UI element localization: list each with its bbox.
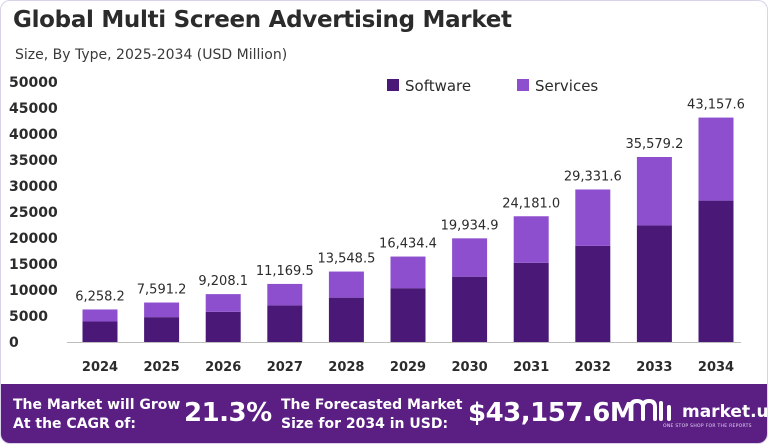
cagr-value: 21.3% xyxy=(184,398,272,428)
x-tick-label: 2027 xyxy=(267,360,303,375)
bar-software xyxy=(513,262,549,342)
bar-services xyxy=(513,216,549,263)
forecast-label-line1: The Forecasted Market xyxy=(281,397,463,413)
bar-software xyxy=(452,276,488,342)
x-tick-label: 2034 xyxy=(698,360,734,375)
bar-total-label: 9,208.1 xyxy=(198,274,248,289)
x-tick-label: 2026 xyxy=(205,360,241,375)
cagr-label-line1: The Market will Grow xyxy=(13,397,181,413)
bar-services xyxy=(575,189,611,246)
y-tick-label: 10000 xyxy=(9,283,58,299)
x-tick-label: 2031 xyxy=(513,360,549,375)
footer-banner: The Market will Grow At the CAGR of: 21.… xyxy=(1,384,768,443)
bar-software xyxy=(205,311,241,342)
bar-total-label: 35,579.2 xyxy=(625,137,683,152)
chart-title: Global Multi Screen Advertising Market xyxy=(13,7,512,33)
bar-software xyxy=(698,200,734,342)
legend-swatch-software xyxy=(387,79,399,91)
forecast-label-line2: Size for 2034 in USD: xyxy=(281,416,449,432)
stacked-bar-chart: 0 5000 10000 15000 20000 25000 30000 35000 40000… xyxy=(9,75,745,375)
bar-total-label: 19,934.9 xyxy=(441,218,499,233)
y-tick-label: 25000 xyxy=(9,205,58,221)
bar-total-label: 24,181.0 xyxy=(502,196,560,211)
market-us-logo-icon xyxy=(629,398,671,421)
bar-total-label: 16,434.4 xyxy=(379,237,437,252)
bar-services xyxy=(144,302,180,318)
bar-services xyxy=(328,271,364,298)
x-tick-label: 2030 xyxy=(452,360,488,375)
bar-total-label: 29,331.6 xyxy=(564,169,622,184)
y-tick-label: 15000 xyxy=(9,257,58,273)
x-tick-label: 2025 xyxy=(144,360,180,375)
bar-services xyxy=(82,309,118,322)
bar-software xyxy=(390,288,426,342)
y-tick-label: 0 xyxy=(9,335,19,351)
bar-total-label: 13,548.5 xyxy=(317,252,375,267)
cagr-label-line2: At the CAGR of: xyxy=(13,416,136,432)
forecast-label: The Forecasted Market Size for 2034 in U… xyxy=(281,396,462,434)
y-tick-label: 50000 xyxy=(9,75,58,91)
bar-software xyxy=(636,225,672,342)
forecast-value: $43,157.6M xyxy=(468,398,636,428)
bar-software xyxy=(144,317,180,342)
x-tick-label: 2029 xyxy=(390,360,426,375)
bar-services xyxy=(267,283,303,306)
cagr-label: The Market will Grow At the CAGR of: xyxy=(13,396,180,434)
y-tick-label: 30000 xyxy=(9,179,58,195)
bar-software xyxy=(328,297,364,342)
y-tick-label: 20000 xyxy=(9,231,58,247)
bar-total-label: 7,591.2 xyxy=(137,283,187,298)
bar-total-label: 11,169.5 xyxy=(256,264,314,279)
brand-name: market.us xyxy=(682,402,768,422)
bar-services xyxy=(205,294,241,312)
legend-label-services: Services xyxy=(535,77,598,95)
x-tick-label: 2033 xyxy=(636,360,672,375)
bar-services xyxy=(390,256,426,289)
bar-software xyxy=(267,305,303,342)
y-tick-label: 40000 xyxy=(9,127,58,143)
x-tick-label: 2028 xyxy=(328,360,364,375)
x-tick-label: 2032 xyxy=(575,360,611,375)
bar-software xyxy=(82,321,118,342)
bar-total-label: 6,258.2 xyxy=(75,289,125,304)
bar-services xyxy=(698,117,734,201)
legend-label-software: Software xyxy=(405,77,471,95)
bar-services xyxy=(636,156,672,226)
bar-services xyxy=(452,238,488,277)
brand-tagline: ONE STOP SHOP FOR THE REPORTS xyxy=(663,424,752,429)
y-tick-label: 45000 xyxy=(9,101,58,117)
bar-total-label: 43,157.6 xyxy=(687,98,745,113)
y-tick-label: 35000 xyxy=(9,153,58,169)
x-tick-label: 2024 xyxy=(82,360,118,375)
chart-subtitle: Size, By Type, 2025-2034 (USD Million) xyxy=(15,47,288,63)
bar-software xyxy=(575,245,611,342)
legend-swatch-services xyxy=(517,79,529,91)
y-tick-label: 5000 xyxy=(9,309,48,325)
